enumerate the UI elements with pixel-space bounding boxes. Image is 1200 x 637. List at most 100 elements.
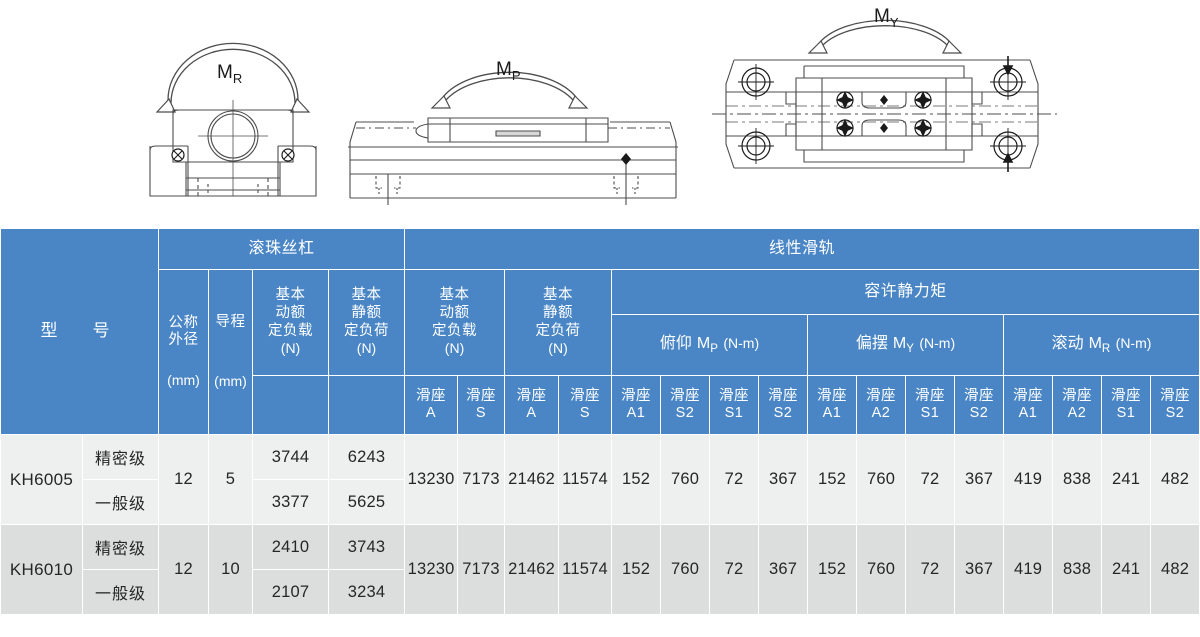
header-group-linear-guide: 线性滑轨 (404, 228, 1200, 270)
header-lead-unit: (mm) (214, 373, 247, 390)
header-screw-dynamic-load: 基本 动额 定负载 (N) (252, 269, 329, 376)
label-my: MY (874, 6, 899, 30)
cell-grade: 一般级 (82, 479, 159, 525)
cell-screw-static: 6243 (327, 434, 406, 480)
diagram-rolling-moment: MR (128, 0, 338, 228)
header-group-ball-screw: 滚珠丝杠 (157, 228, 406, 270)
cell-guide-static-a: 21462 (504, 434, 560, 525)
code-a1: A1 (822, 405, 842, 421)
header-nominal-diameter-text: 公称 (168, 314, 199, 331)
cell-mp-a1: 152 (611, 434, 662, 525)
cell-mr-s2: 482 (1150, 524, 1200, 615)
cell-guide-static-s: 11574 (558, 524, 613, 615)
cell-mp-a1: 152 (611, 524, 662, 615)
header-lead: 导程 (mm) (208, 269, 253, 435)
header-blank-screw-dynamic (252, 375, 329, 435)
cell-mp-s1: 72 (709, 434, 760, 525)
label-mr: MR (217, 62, 242, 86)
moment-diagrams: MR (0, 0, 1200, 228)
code-s1: S1 (1116, 405, 1136, 421)
header-carriage-my-a1: 滑座 A1 (807, 375, 858, 435)
cell-my-a1: 152 (807, 524, 858, 615)
header-screw-static-load: 基本 静额 定负荷 (N) (327, 269, 406, 376)
table-row: KH6010 精密级 12 10 2410 3743 13230 7173 21… (0, 524, 1200, 615)
cell-mr-a1: 419 (1003, 524, 1054, 615)
cell-lead: 5 (208, 434, 253, 525)
header-moment-yaw: 偏摆 MY (N-m) (807, 314, 1005, 376)
cell-mr-a1: 419 (1003, 434, 1054, 525)
header-carriage-guide-sta-a: 滑座 A (504, 375, 560, 435)
cell-screw-static: 3234 (327, 569, 406, 615)
cell-my-s1: 72 (905, 434, 956, 525)
cell-model: KH6010 (0, 524, 83, 615)
cell-screw-dynamic: 3377 (252, 479, 329, 525)
header-row-moment-names: 俯仰 MP (N-m) 偏摆 MY (N-m) 滚动 MR (N-m) (1, 314, 1200, 376)
header-moment-pitch: 俯仰 MP (N-m) (611, 314, 809, 376)
code-s1: S1 (920, 405, 940, 421)
header-carriage-mp-s1: 滑座 S1 (709, 375, 760, 435)
header-carriage-mr-s2: 滑座 S2 (1150, 375, 1200, 435)
cell-mp-s2b: 367 (758, 524, 809, 615)
header-carriage-mp-s2b: 滑座 S2 (758, 375, 809, 435)
cell-guide-static-s: 11574 (558, 434, 613, 525)
header-carriage-mp-a1: 滑座 A1 (611, 375, 662, 435)
cell-mr-s1: 241 (1101, 524, 1152, 615)
cell-mr-s1: 241 (1101, 434, 1152, 525)
header-row-groups: 型 号 滚珠丝杠 线性滑轨 (0, 228, 1200, 435)
header-row-subgroups: 公称 外径 (mm) 导程 (mm) 基本 动额 定负载 (N) 基本 静额 定… (1, 269, 1200, 435)
cell-screw-static: 5625 (327, 479, 406, 525)
cell-grade: 精密级 (82, 434, 159, 480)
diagram-yawing-moment: MY (712, 0, 1057, 228)
cell-mp-s2b: 367 (758, 434, 809, 525)
cell-my-s1: 72 (905, 524, 956, 615)
cell-lead: 10 (208, 524, 253, 615)
header-carriage-my-s1: 滑座 S1 (905, 375, 956, 435)
cell-screw-static: 3743 (327, 524, 406, 570)
cell-mp-s2: 760 (660, 524, 711, 615)
header-carriage-my-s2: 滑座 S2 (954, 375, 1005, 435)
header-model: 型 号 (0, 228, 159, 435)
code-a2: A2 (1067, 405, 1087, 421)
header-carriage-mr-a2: 滑座 A2 (1052, 375, 1103, 435)
header-carriage-mp-s2: 滑座 S2 (660, 375, 711, 435)
cell-screw-dynamic: 2107 (252, 569, 329, 615)
header-nominal-diameter-unit: (mm) (167, 372, 200, 389)
cell-guide-dynamic-a: 13230 (404, 524, 459, 615)
cell-nominal-diameter: 12 (158, 434, 209, 525)
header-guide-dynamic-load: 基本 动额 定负载 (N) (404, 269, 506, 376)
cell-nominal-diameter: 12 (158, 524, 209, 615)
header-carriage-my-a2: 滑座 A2 (856, 375, 907, 435)
cell-guide-dynamic-s: 7173 (457, 434, 506, 525)
cell-screw-dynamic: 2410 (252, 524, 329, 570)
code-a2: A2 (871, 405, 891, 421)
table-row: KH6005 精密级 12 5 3744 6243 13230 7173 214… (0, 434, 1200, 525)
code-a1: A1 (1018, 405, 1038, 421)
cell-grade: 精密级 (82, 524, 159, 570)
specification-table: 型 号 滚珠丝杠 线性滑轨 公称 外径 (mm) 导程 (mm) 基本 动额 定… (0, 228, 1200, 615)
code-s2: S2 (969, 405, 989, 421)
datum-marker-icon (621, 153, 631, 165)
cell-my-a1: 152 (807, 434, 858, 525)
cell-mr-a2: 838 (1052, 524, 1103, 615)
cell-mr-a2: 838 (1052, 434, 1103, 525)
diagram-pitching-moment: MP (348, 0, 678, 228)
cell-grade: 一般级 (82, 569, 159, 615)
cell-guide-dynamic-s: 7173 (457, 524, 506, 615)
cell-guide-static-a: 21462 (504, 524, 560, 615)
header-blank-screw-static (327, 375, 406, 435)
cell-my-a2: 760 (856, 434, 907, 525)
header-moment-roll: 滚动 MR (N-m) (1003, 314, 1200, 376)
header-carriage-guide-dyn-s: 滑座 S (457, 375, 506, 435)
cell-screw-dynamic: 3744 (252, 434, 329, 480)
cell-my-a2: 760 (856, 524, 907, 615)
header-guide-static-load: 基本 静额 定负荷 (N) (504, 269, 613, 376)
header-carriage-mr-a1: 滑座 A1 (1003, 375, 1054, 435)
header-group-static-moment: 容许静力矩 (611, 269, 1200, 315)
header-nominal-diameter: 公称 外径 (mm) (158, 269, 209, 435)
header-row-carriage-codes: 滑座 A 滑座 S 滑座 A 滑座 S 滑座 A1 滑座 S2 (1, 375, 1200, 435)
header-carriage-guide-sta-s: 滑座 S (558, 375, 613, 435)
cell-model: KH6005 (0, 434, 83, 525)
cell-mr-s2: 482 (1150, 434, 1200, 525)
header-carriage-guide-dyn-a: 滑座 A (404, 375, 459, 435)
cell-my-s2: 367 (954, 524, 1005, 615)
